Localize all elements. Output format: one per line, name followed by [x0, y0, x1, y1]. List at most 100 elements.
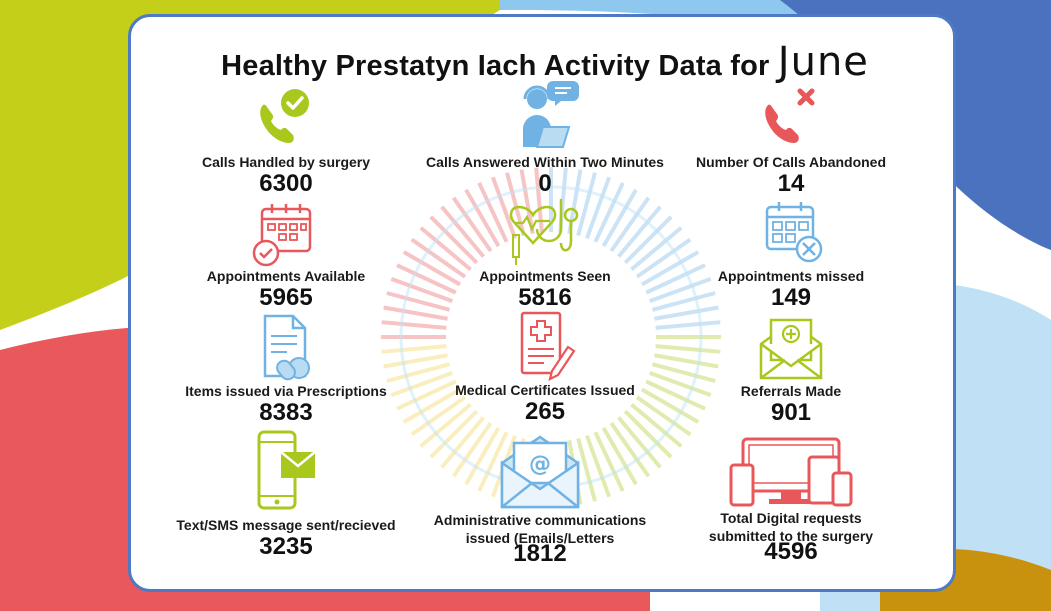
sunburst-ray: [616, 416, 662, 469]
stat-label: Text/SMS message sent/recieved: [176, 517, 396, 533]
title-text: Healthy Prestatyn Iach Activity Data for: [221, 50, 770, 82]
stat-value: 901: [770, 399, 812, 426]
stethoscope-icon: [509, 199, 579, 265]
stat-label-line1: Total Digital requests: [720, 510, 862, 526]
stat-label-line2: submitted to the surgery: [708, 528, 874, 544]
sunburst-ray: [648, 371, 712, 398]
sunburst-ray: [645, 379, 706, 411]
sunburst-ray: [419, 226, 472, 272]
stat-label: Items issued via Prescriptions: [185, 383, 387, 399]
phone-check-icon: [260, 89, 309, 143]
prescription-icon: [263, 314, 310, 381]
stat-prescriptions: Items issued via Prescriptions 8383: [176, 314, 396, 426]
sunburst-ray: [440, 416, 486, 469]
stat-value: 6300: [259, 170, 313, 197]
sunburst-ray: [381, 344, 447, 354]
stat-value: 8383: [259, 399, 313, 426]
sunburst-ray: [386, 362, 451, 383]
sunburst-ray: [410, 395, 467, 437]
sunburst-ray: [402, 387, 462, 424]
sunburst-ray: [383, 353, 448, 369]
sms-phone-icon: [257, 430, 316, 510]
sunburst-ray: [381, 320, 447, 330]
referral-envelope-icon: [759, 318, 823, 380]
sunburst-ray: [440, 205, 486, 258]
sunburst-ray: [635, 395, 692, 437]
sunburst-ray: [505, 172, 526, 237]
sunburst-ray: [576, 172, 597, 237]
stat-value: 14: [777, 170, 805, 197]
stat-label: Number Of Calls Abandoned: [695, 154, 887, 170]
sunburst-ray: [429, 409, 479, 459]
sunburst-ray: [410, 237, 467, 279]
stat-value: 3235: [259, 533, 313, 560]
stat-appointments-available: Appointments Available 5965: [181, 201, 391, 311]
stat-value: 5965: [259, 284, 313, 311]
stat-calls-handled: Calls Handled by surgery 6300: [181, 83, 391, 197]
sunburst-ray: [635, 237, 692, 279]
sunburst-ray: [648, 276, 712, 303]
stat-label: Appointments missed: [717, 268, 865, 284]
stat-label: Appointments Available: [206, 268, 366, 284]
stat-admin-communications: @ Administrative communications issued (…: [415, 433, 665, 567]
sunburst-ray: [585, 176, 612, 240]
infographic-card: Healthy Prestatyn Iach Activity Data for…: [128, 14, 956, 592]
sunburst-ray: [396, 263, 457, 295]
stat-referrals: Referrals Made 901: [681, 314, 901, 426]
calendar-check-icon: [252, 204, 312, 267]
sunburst-ray: [390, 371, 454, 398]
call-agent-icon: [523, 81, 579, 148]
svg-text:@: @: [529, 452, 551, 477]
sunburst-ray: [390, 276, 454, 303]
stat-calls-abandoned: Number Of Calls Abandoned 14: [681, 83, 901, 197]
sunburst-ray: [645, 263, 706, 295]
sunburst-ray: [623, 215, 673, 265]
stat-appointments-seen: Appointments Seen 5816: [435, 195, 655, 311]
sunburst-ray: [576, 437, 597, 502]
stat-calls-answered: Calls Answered Within Two Minutes 0: [420, 77, 670, 197]
devices-icon: [729, 437, 853, 507]
stat-value: 149: [770, 284, 812, 311]
sunburst-ray: [630, 402, 683, 448]
sunburst-ray: [609, 421, 651, 478]
phone-cross-icon: [765, 88, 815, 143]
sunburst-ray: [451, 196, 493, 253]
stat-medical-certificates: Medical Certificates Issued 265: [435, 311, 655, 425]
sunburst-ray: [651, 291, 716, 312]
calendar-cross-icon: [765, 202, 823, 263]
sunburst-ray: [616, 205, 662, 258]
sunburst-ray: [519, 169, 535, 234]
stat-label: Calls Handled by surgery: [201, 154, 371, 170]
stat-value: 1812: [513, 540, 567, 567]
stat-label: Medical Certificates Issued: [455, 382, 635, 398]
sunburst-ray: [429, 215, 479, 265]
stat-sms-messages: Text/SMS message sent/recieved 3235: [161, 430, 411, 560]
sunburst-ray: [651, 362, 716, 383]
stat-label-line2: issued (Emails/Letters: [465, 530, 615, 546]
sunburst-ray: [593, 182, 625, 243]
stat-value: 5816: [518, 284, 572, 311]
sunburst-ray: [402, 250, 462, 287]
email-envelope-icon: @: [500, 435, 580, 509]
sunburst-ray: [383, 305, 448, 321]
sunburst-ray: [601, 188, 638, 248]
sunburst-ray: [451, 421, 493, 478]
sunburst-ray: [477, 431, 509, 492]
sunburst-ray: [623, 409, 673, 459]
sunburst-ray: [386, 291, 451, 312]
sunburst-ray: [655, 344, 721, 354]
sunburst-ray: [654, 353, 719, 369]
sunburst-ray: [593, 431, 625, 492]
stat-label: Referrals Made: [740, 383, 842, 399]
stat-label: Calls Answered Within Two Minutes: [426, 154, 664, 170]
stat-appointments-missed: Appointments missed 149: [681, 199, 901, 311]
sunburst-ray: [640, 387, 700, 424]
sunburst-ray: [477, 182, 509, 243]
stat-value: 4596: [764, 538, 818, 565]
medical-certificate-icon: [520, 311, 576, 381]
stat-digital-requests: Total Digital requests submitted to the …: [676, 435, 906, 565]
stat-value: 265: [524, 398, 566, 425]
sunburst-ray: [655, 320, 721, 330]
sunburst-ray: [601, 426, 638, 486]
sunburst-ray: [396, 379, 457, 411]
